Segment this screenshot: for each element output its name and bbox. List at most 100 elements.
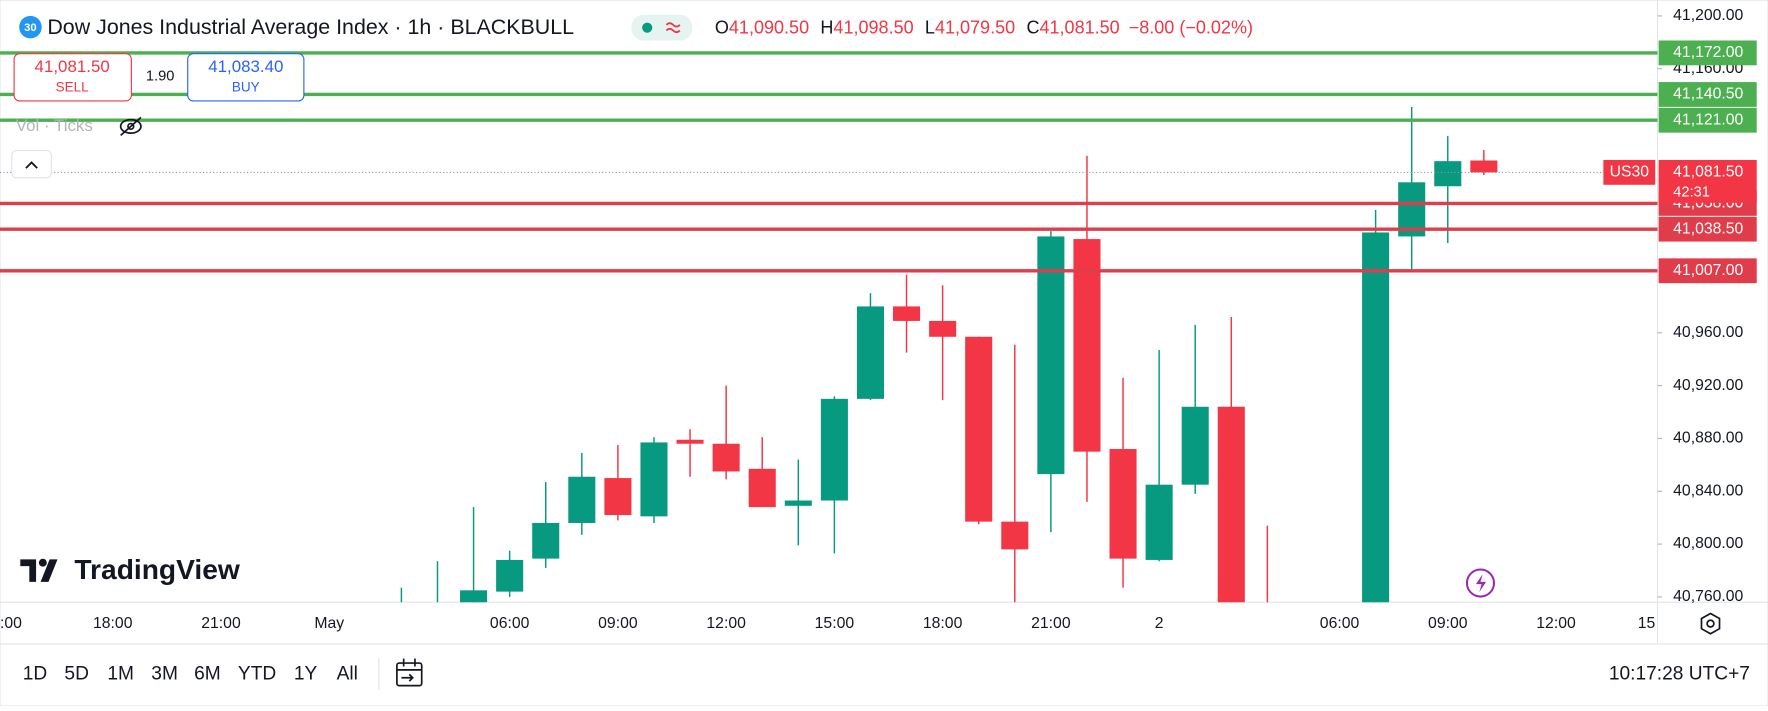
price-tag <box>1658 159 1757 203</box>
ohlc-value: 41,090.50 <box>729 17 809 37</box>
candle-body <box>1181 406 1209 485</box>
candle-body <box>748 468 776 508</box>
logo-mark <box>20 558 58 582</box>
x-tick-label: 18:00 <box>93 615 133 632</box>
x-tick-label: 2 <box>1155 615 1164 632</box>
ohlc-change: −8.00 (−0.02%) <box>1129 17 1253 37</box>
buy-price: 41,083.40 <box>208 57 283 76</box>
clock[interactable]: 10:17:28 UTC+7 <box>1609 663 1750 684</box>
y-tick-label: 40,760.00 <box>1673 588 1743 605</box>
indicator-label: Vol · Ticks <box>16 116 93 135</box>
candle-body <box>856 306 884 399</box>
plot <box>0 107 1658 603</box>
alert-icon[interactable] <box>1465 568 1496 598</box>
hide-icon[interactable] <box>119 116 142 137</box>
period-button[interactable]: 1M <box>107 663 134 684</box>
ohlc-legend: O41,090.50 H41,098.50 L41,079.50 C41,081.50… <box>715 17 1253 37</box>
candle-body <box>965 336 993 522</box>
date-range-icon[interactable] <box>396 658 423 687</box>
level-label: 41,172.00 <box>1673 44 1743 61</box>
status-pill[interactable] <box>631 14 693 41</box>
period-button[interactable]: 1Y <box>294 663 318 684</box>
x-tick-label: 15:00 <box>815 615 855 632</box>
logo-text: TradingView <box>74 553 240 585</box>
status-icon <box>665 22 681 34</box>
candle-body <box>1362 232 1390 603</box>
candle-body <box>640 442 668 517</box>
candle-body <box>532 522 560 559</box>
ohlc-key: C <box>1026 17 1039 37</box>
x-tick-label: :00 <box>0 615 22 632</box>
candle-body <box>1434 161 1462 187</box>
countdown: 42:31 <box>1673 185 1710 201</box>
candle-body <box>893 306 921 321</box>
candle-body <box>676 439 704 444</box>
x-tick-label: 21:00 <box>201 615 241 632</box>
candle-body <box>1001 521 1029 550</box>
x-tick-label: 12:00 <box>706 615 746 632</box>
y-tick-label: 40,880.00 <box>1673 430 1743 447</box>
level-label: 41,140.50 <box>1673 86 1743 103</box>
sell-button[interactable] <box>13 53 132 102</box>
period-button[interactable]: YTD <box>238 663 276 684</box>
period-button[interactable]: 6M <box>194 663 221 684</box>
sell-price: 41,081.50 <box>35 57 110 76</box>
period-bar: 1D 5D 1M 3M 6M YTD 1Y All <box>23 663 358 684</box>
x-tick-label: 06:00 <box>490 615 530 632</box>
y-axis: 41,200.0041,160.0040,960.0040,920.0040,8… <box>1657 7 1744 605</box>
ohlc-key: L <box>925 17 935 37</box>
y-tick-label: 40,800.00 <box>1673 535 1743 552</box>
collapse-button[interactable] <box>11 150 52 179</box>
spread: 1.90 <box>146 69 175 85</box>
level-tag <box>1658 258 1757 284</box>
x-axis: :00 18:00 21:00 May 06:00 09:00 12:00 15:00 18:0… <box>0 615 1655 632</box>
level-label: 41,007.00 <box>1673 262 1743 279</box>
period-button[interactable]: All <box>337 663 358 684</box>
x-tick-label: 09:00 <box>1428 615 1468 632</box>
period-button[interactable]: 5D <box>64 663 89 684</box>
candle-body <box>1109 449 1137 559</box>
ohlc-key: O <box>715 17 729 37</box>
collapse-icon <box>25 161 38 169</box>
candle-body <box>712 443 740 472</box>
badge-text: 30 <box>24 22 37 34</box>
level-label: 41,038.50 <box>1673 220 1743 237</box>
candle-body <box>460 590 488 603</box>
chart-title: Dow Jones Industrial Average Index · 1h … <box>47 15 574 39</box>
symbol-badge <box>19 15 42 39</box>
ohlc-value: 41,079.50 <box>935 17 1015 37</box>
status-dot <box>642 22 653 33</box>
symbol-label: US30 <box>1610 164 1650 181</box>
x-tick-label: 06:00 <box>1320 615 1360 632</box>
settings-icon[interactable] <box>1700 612 1721 635</box>
period-button[interactable]: 1D <box>23 663 47 684</box>
level-tag <box>1658 82 1757 107</box>
alert-bolt <box>1475 574 1487 593</box>
candle-body <box>1073 239 1101 452</box>
y-tick-label: 40,840.00 <box>1673 482 1743 499</box>
candle-body <box>784 500 812 506</box>
x-tick-label: 18:00 <box>923 615 963 632</box>
y-tick-label: 40,920.00 <box>1673 377 1743 394</box>
candle-body <box>1470 160 1498 173</box>
x-tick-label: 12:00 <box>1536 615 1576 632</box>
x-tick-label: 15 <box>1638 615 1656 632</box>
candle-body <box>820 398 848 501</box>
candle-body <box>1037 236 1065 475</box>
candle-body <box>604 478 632 516</box>
sell-label: SELL <box>56 80 90 95</box>
level-tag <box>1658 107 1757 133</box>
ohlc-value: 41,098.50 <box>833 17 913 37</box>
level-tag <box>1658 216 1757 242</box>
buy-button[interactable] <box>187 53 305 102</box>
candle-body <box>1398 182 1426 237</box>
price-label: 41,081.50 <box>1673 164 1743 181</box>
period-button[interactable]: 3M <box>151 663 178 684</box>
x-tick-label: 21:00 <box>1031 615 1071 632</box>
candle-body <box>1145 484 1173 560</box>
ohlc-value: 41,081.50 <box>1039 17 1119 37</box>
x-tick-label: May <box>314 615 344 632</box>
ohlc-key: H <box>820 17 833 37</box>
